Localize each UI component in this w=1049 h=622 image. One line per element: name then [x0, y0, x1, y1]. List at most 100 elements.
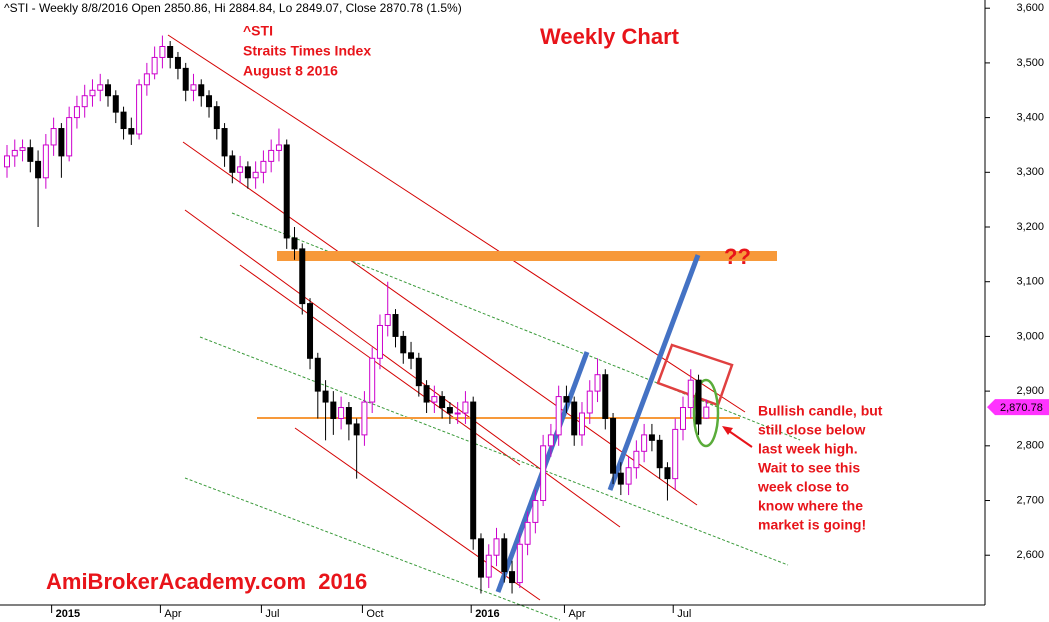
candle-body: [136, 84, 143, 135]
candle-body: [555, 396, 562, 436]
x-tick-label: 2015: [56, 608, 80, 620]
channel-line: [199, 336, 789, 566]
note-line: last week high.: [758, 441, 858, 457]
candle-body: [237, 166, 244, 173]
green-ellipse: [692, 378, 720, 448]
candle-body: [369, 357, 376, 403]
candle-body: [299, 248, 306, 305]
candle-body: [4, 155, 10, 168]
candle-body: [229, 155, 236, 173]
y-tick-label: 2,900: [1016, 385, 1044, 397]
y-tick-label: 3,100: [1016, 276, 1044, 288]
candle-body: [27, 147, 34, 162]
candle-body: [485, 554, 492, 578]
candle-body: [477, 538, 484, 578]
candle-body: [97, 84, 104, 91]
y-tick-label: 3,000: [1016, 330, 1044, 342]
candle-body: [384, 314, 391, 326]
channel-line: [184, 209, 621, 528]
price-label: 2,870.78: [1000, 402, 1043, 414]
candle-body: [392, 314, 399, 337]
candle-body: [400, 335, 407, 354]
candle-body: [159, 45, 166, 58]
candle-body: [423, 385, 430, 403]
candle-body: [167, 45, 174, 58]
y-tick-label: 3,300: [1016, 166, 1044, 178]
candle-body: [81, 95, 88, 108]
annotation: ^STI: [243, 23, 273, 39]
channel-line: [231, 212, 801, 441]
candle-body: [547, 434, 554, 447]
candle-body: [672, 428, 679, 480]
arrow: [725, 428, 753, 448]
candle-body: [431, 396, 438, 403]
candle-body: [415, 357, 422, 387]
green-channel: [184, 212, 801, 621]
candle-body: [540, 445, 547, 502]
x-tick-label: Apr: [164, 608, 181, 620]
candle-body: [120, 111, 127, 130]
plot: [4, 35, 710, 594]
candle-body: [213, 106, 220, 130]
candle-body: [190, 84, 197, 91]
x-tick-label: 2016: [475, 608, 499, 620]
annotation: August 8 2016: [243, 63, 338, 79]
candle-body: [454, 412, 461, 415]
note-line: still close below: [758, 422, 865, 438]
candle-body: [244, 166, 251, 179]
candle-body: [376, 324, 383, 359]
annotation: ??: [724, 244, 751, 269]
x-tick-label: Jul: [265, 608, 279, 620]
x-tick-label: Jul: [677, 608, 691, 620]
arrow-head: [722, 426, 733, 435]
candle-body: [35, 160, 42, 179]
price-marker: [987, 399, 1049, 416]
channel-line: [184, 477, 561, 621]
candle-body: [66, 117, 73, 157]
y-tick-label: 3,500: [1016, 57, 1044, 69]
candle-body: [151, 56, 158, 75]
candle-body: [322, 390, 329, 403]
candle-body: [408, 352, 415, 359]
candle-body: [330, 401, 337, 419]
candle-body: [509, 571, 516, 584]
candle-body: [516, 543, 523, 584]
candle-body: [275, 144, 282, 151]
header: ^STI - Weekly 8/8/2016 Open 2850.86, Hi …: [4, 1, 462, 15]
candle-body: [206, 95, 213, 108]
candle-body: [174, 56, 181, 69]
y-tick-label: 2,800: [1016, 440, 1044, 452]
candle-body: [361, 401, 368, 436]
candle-body: [501, 538, 508, 573]
candle-body: [664, 467, 671, 480]
candle-body: [260, 160, 267, 173]
candle-body: [42, 144, 49, 179]
candle-body: [524, 521, 531, 545]
candle-body: [563, 396, 570, 403]
y-tick-label: 3,400: [1016, 112, 1044, 124]
candle-body: [283, 144, 290, 239]
candle-body: [143, 73, 150, 86]
x-tick-label: Apr: [568, 608, 585, 620]
trend-annotations: [167, 34, 801, 621]
candle-body: [73, 106, 80, 119]
channel-line: [294, 427, 541, 601]
candle-body: [602, 374, 609, 419]
candle-body: [268, 149, 275, 162]
channel-line: [182, 141, 698, 506]
candle-body: [221, 128, 228, 157]
candle-body: [656, 439, 663, 469]
candle-body: [105, 84, 112, 97]
note-line: know where the: [758, 498, 863, 514]
watermark: AmiBrokerAcademy.com 2016: [46, 569, 367, 594]
note-line: Bullish candle, but: [758, 403, 883, 419]
candle-body: [338, 407, 345, 419]
candle-body: [610, 417, 617, 474]
candle-body: [446, 407, 453, 414]
candle-body: [50, 128, 57, 146]
y-tick-label: 2,700: [1016, 494, 1044, 506]
candle-body: [353, 423, 360, 436]
candle-body: [89, 89, 96, 97]
